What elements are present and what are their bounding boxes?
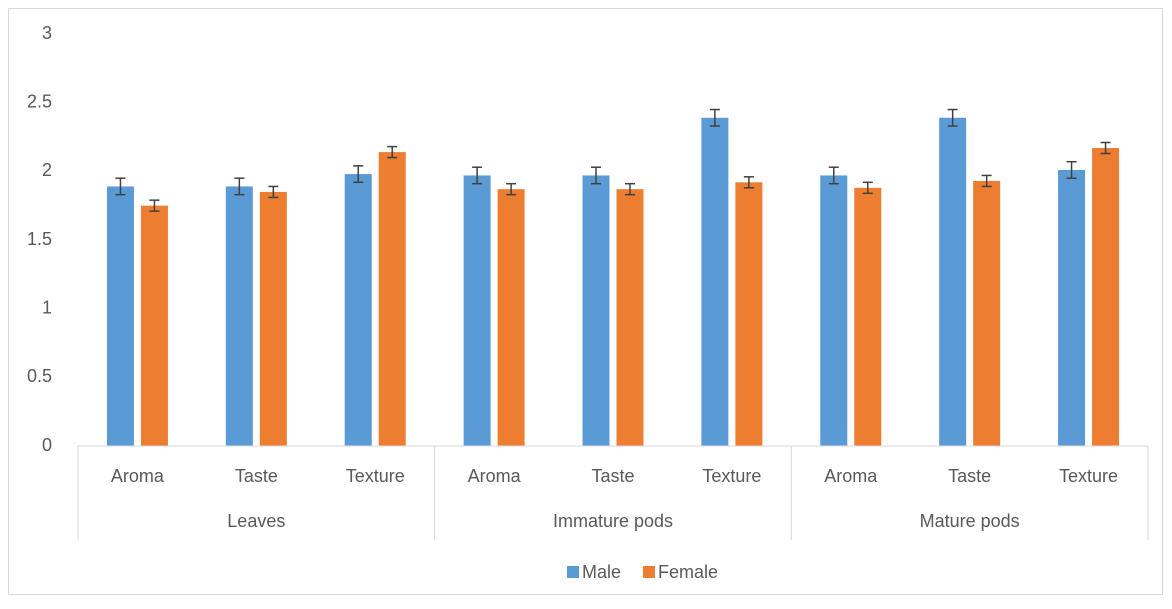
x-tick-label: Aroma [468,466,522,486]
bar [140,205,168,446]
legend-swatch [567,566,579,578]
bar [344,174,372,446]
y-tick-label: 2.5 [27,91,52,111]
y-tick-label: 1 [42,297,52,317]
x-tick-label: Aroma [824,466,878,486]
group-label: Immature pods [553,511,673,531]
group-label: Mature pods [920,511,1020,531]
group-label: Leaves [227,511,285,531]
x-tick-label: Texture [702,466,761,486]
legend-label: Female [658,562,718,582]
bar [854,187,882,446]
x-tick-label: Taste [948,466,991,486]
bar [378,152,406,446]
bar [616,189,644,447]
bar [939,117,967,447]
bar [735,182,763,446]
bar [701,117,729,447]
x-tick-label: Texture [346,466,405,486]
y-tick-label: 1.5 [27,229,52,249]
bar [1092,147,1120,446]
bar [973,180,1001,447]
bar [106,186,134,446]
x-tick-label: Texture [1059,466,1118,486]
bar [820,175,848,446]
x-tick-label: Taste [235,466,278,486]
bar [582,175,610,446]
y-tick-label: 0 [42,435,52,455]
bar [259,191,287,446]
x-tick-label: Aroma [111,466,165,486]
y-tick-label: 3 [42,23,52,43]
legend-label: Male [582,562,621,582]
legend-swatch [643,566,655,578]
bar [463,175,491,446]
x-tick-label: Taste [591,466,634,486]
bar [225,186,253,446]
y-tick-label: 2 [42,160,52,180]
y-tick-label: 0.5 [27,366,52,386]
bar [497,189,525,447]
bar [1058,169,1086,446]
